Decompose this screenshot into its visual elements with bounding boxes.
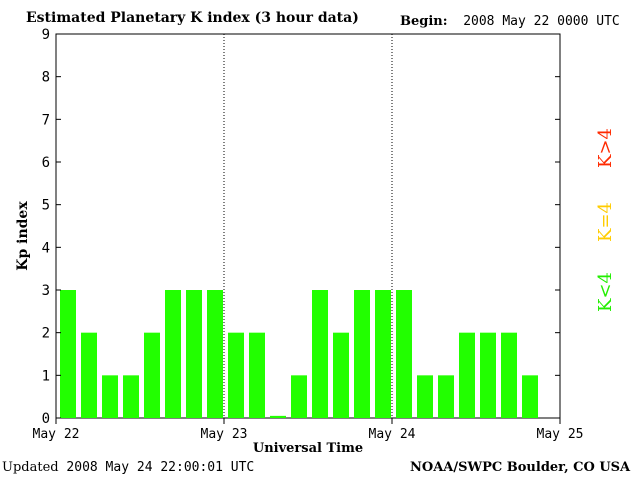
begin-timestamp: Begin: 2008 May 22 0000 UTC [400,14,620,29]
kp-bar [354,290,370,418]
legend-item: K>4 [595,128,616,168]
kp-bar [60,290,76,418]
kp-bar [312,290,328,418]
kp-bar [207,290,223,418]
updated-label: Updated [2,460,59,475]
kp-bar [123,375,139,418]
x-tick-label: May 24 [369,427,416,442]
updated-value: 2008 May 24 22:00:01 UTC [66,460,255,475]
plot-frame [55,33,561,419]
y-tick-label: 4 [42,240,50,256]
kp-bar [501,332,517,418]
credit-text: NOAA/SWPC Boulder, CO USA [410,460,631,475]
kp-bar [186,290,202,418]
kp-bar [81,332,97,418]
kp-bar [375,290,391,418]
x-tick-label: May 22 [33,427,80,442]
begin-label: Begin: [400,14,448,29]
kp-bar [228,332,244,418]
y-tick-label: 6 [42,155,50,171]
y-tick-label: 1 [42,368,50,384]
y-tick-label: 3 [42,283,50,299]
y-tick-label: 7 [42,112,50,128]
kp-bar [165,290,181,418]
kp-bar [333,332,349,418]
legend-item: K=4 [595,202,616,242]
y-tick-label: 8 [42,70,50,86]
x-tick-label: May 25 [537,427,584,442]
x-axis-label: Universal Time [253,441,363,456]
legend-item: K<4 [595,272,616,312]
kp-bar [522,375,538,418]
chart-title: Estimated Planetary K index (3 hour data… [26,10,359,26]
kp-bar [417,375,433,418]
kp-bar [270,415,286,418]
x-tick-label: May 23 [201,427,248,442]
kp-bar [249,332,265,418]
y-tick-label: 9 [42,27,50,43]
kp-bar [102,375,118,418]
updated-timestamp: Updated 2008 May 24 22:00:01 UTC [2,460,254,475]
kp-bar [144,332,160,418]
kp-bar [438,375,454,418]
kp-bar [396,290,412,418]
y-tick-label: 5 [42,198,50,214]
y-axis-label: Kp index [15,201,31,271]
begin-value: 2008 May 22 0000 UTC [463,14,620,29]
kp-bar [291,375,307,418]
y-tick-label: 0 [42,411,50,427]
y-tick-label: 2 [42,326,50,342]
kp-bar [459,332,475,418]
kp-bar [480,332,496,418]
